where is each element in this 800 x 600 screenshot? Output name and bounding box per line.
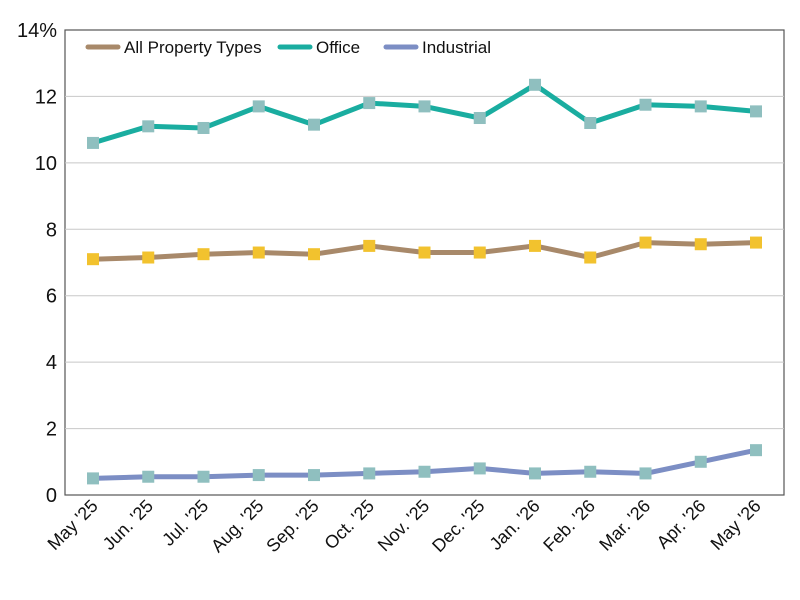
series-line <box>90 82 759 146</box>
data-point <box>197 470 210 483</box>
data-point <box>584 251 597 264</box>
legend: All Property Types Office Industrial <box>85 38 491 57</box>
data-point <box>639 467 652 480</box>
data-point <box>639 236 652 249</box>
plot-frame <box>64 29 785 496</box>
legend-label: All Property Types <box>124 38 262 57</box>
data-point <box>142 470 155 483</box>
data-point <box>308 248 320 261</box>
data-point <box>529 239 541 252</box>
y-tick-label: 12 <box>35 86 57 108</box>
data-point <box>694 455 707 468</box>
data-point <box>694 238 707 251</box>
y-tick-label: 8 <box>46 219 57 241</box>
data-point <box>694 100 707 113</box>
x-tick-label: Jul. '25 <box>158 496 212 550</box>
data-point <box>363 467 376 480</box>
data-point <box>639 98 652 111</box>
data-point <box>363 239 376 252</box>
series-0 <box>87 236 762 266</box>
data-point <box>142 120 155 133</box>
data-point <box>418 465 431 478</box>
x-tick-label: Dec. '25 <box>428 496 488 556</box>
data-point <box>87 136 99 149</box>
data-point <box>363 97 376 110</box>
data-point <box>308 469 320 482</box>
data-point <box>87 472 99 485</box>
data-point <box>308 118 320 131</box>
x-tick-label: Sep. '25 <box>262 496 322 556</box>
y-axis-tick-labels: 0 2 4 6 8 10 12 14% <box>17 20 57 507</box>
data-point <box>87 253 99 266</box>
data-point <box>252 469 265 482</box>
data-point <box>529 78 541 91</box>
y-tick-label: 14% <box>17 20 57 42</box>
y-tick-label: 6 <box>46 286 57 308</box>
x-tick-label: Nov. '25 <box>374 496 433 555</box>
data-point <box>584 117 597 129</box>
series-layer <box>87 78 762 485</box>
data-point <box>473 112 486 125</box>
data-point <box>750 236 762 249</box>
x-tick-label: Apr. '26 <box>653 496 710 553</box>
data-point <box>584 465 597 478</box>
y-tick-label: 10 <box>35 153 57 175</box>
x-tick-label: Feb. '26 <box>539 496 599 556</box>
data-point <box>252 100 265 113</box>
data-point <box>252 246 265 259</box>
data-point <box>418 246 431 259</box>
y-tick-label: 0 <box>46 485 57 507</box>
data-point <box>418 100 431 113</box>
legend-label: Office <box>316 38 360 57</box>
y-tick-label: 4 <box>46 352 57 374</box>
x-tick-label: May '26 <box>707 496 765 554</box>
series-1 <box>87 78 762 149</box>
data-point <box>142 251 155 264</box>
data-point <box>473 246 486 259</box>
x-tick-label: Mar. '26 <box>595 496 654 555</box>
legend-label: Industrial <box>422 38 491 57</box>
x-tick-label: Jan. '26 <box>486 496 544 554</box>
gridlines <box>65 95 784 430</box>
data-point <box>750 105 762 118</box>
x-tick-label: Oct. '25 <box>320 496 378 554</box>
x-tick-label: Aug. '25 <box>207 496 267 556</box>
data-point <box>197 248 210 261</box>
data-point <box>473 462 486 475</box>
y-tick-label: 2 <box>46 419 57 441</box>
data-point <box>197 121 210 134</box>
data-point <box>750 444 762 457</box>
x-tick-label: Jun. '25 <box>99 496 157 554</box>
data-point <box>529 467 541 480</box>
series-2 <box>87 444 762 485</box>
